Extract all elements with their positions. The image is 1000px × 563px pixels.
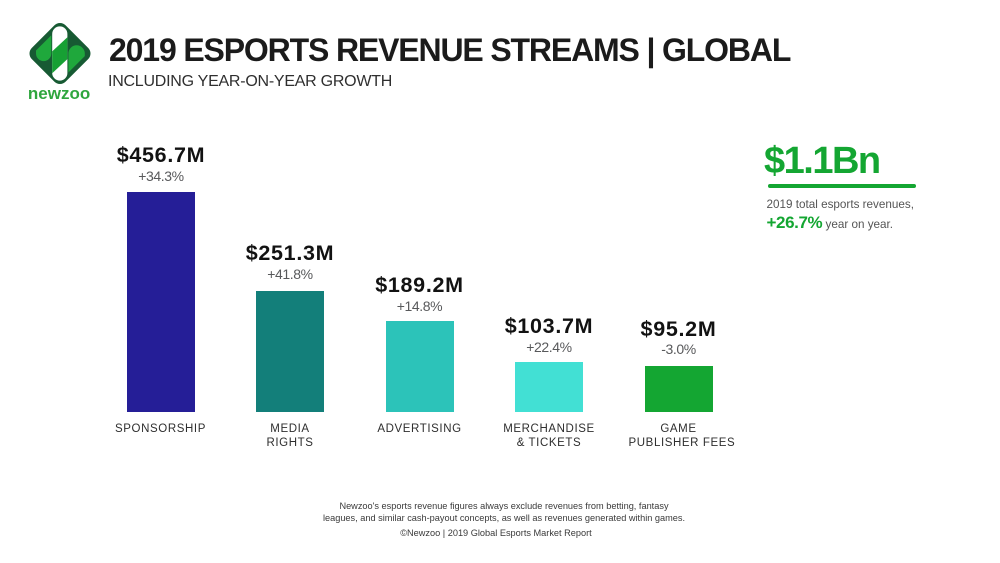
svg-text:newzoo: newzoo (28, 84, 90, 103)
